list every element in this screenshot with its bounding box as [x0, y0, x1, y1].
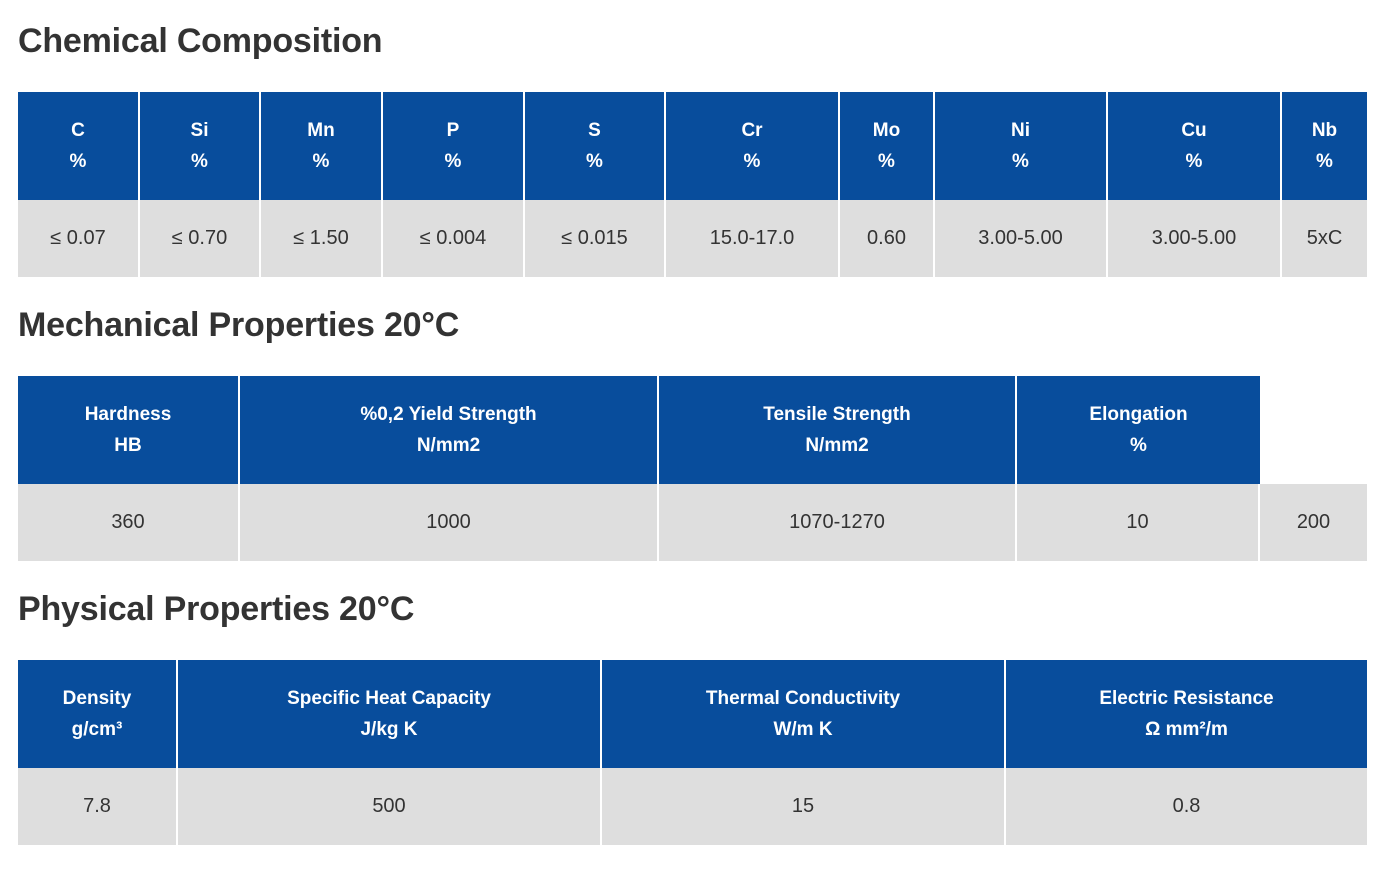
column-header-cr: Cr% [666, 92, 840, 200]
value-cell-s: ≤ 0.015 [525, 200, 666, 277]
physical-properties-table: Density g/cm³ Specific Heat Capacity J/kg … [18, 660, 1367, 845]
mechanical-properties-table: Hardness HB %0,2 Yield Strength N/mm2 Tens… [18, 376, 1367, 561]
column-header-yield-strength: %0,2 Yield Strength N/mm2 [240, 376, 659, 484]
column-header-electric-resistance: Electric Resistance Ω mm²/m [1006, 660, 1367, 768]
table-row: 360 1000 1070-1270 10 200 [18, 484, 1367, 561]
table-row: 7.8 500 15 0.8 [18, 768, 1367, 845]
value-cell-elongation: 10 [1017, 484, 1260, 561]
empty-header-cell [1260, 376, 1367, 484]
table-header-row: C% Si% Mn% P% S% Cr% Mo% Ni% Cu% Nb% [18, 92, 1367, 200]
value-cell-c: ≤ 0.07 [18, 200, 140, 277]
column-header-s: S% [525, 92, 666, 200]
value-cell-extra: 200 [1260, 484, 1367, 561]
table-header-row: Density g/cm³ Specific Heat Capacity J/kg … [18, 660, 1367, 768]
chemical-composition-table: C% Si% Mn% P% S% Cr% Mo% Ni% Cu% Nb% ≤ 0… [18, 92, 1367, 277]
value-cell-si: ≤ 0.70 [140, 200, 261, 277]
column-header-cu: Cu% [1108, 92, 1282, 200]
column-header-hardness: Hardness HB [18, 376, 240, 484]
value-cell-cu: 3.00-5.00 [1108, 200, 1282, 277]
column-header-c: C% [18, 92, 140, 200]
value-cell-mo: 0.60 [840, 200, 935, 277]
value-cell-specific-heat-capacity: 500 [178, 768, 602, 845]
value-cell-thermal-conductivity: 15 [602, 768, 1006, 845]
column-header-mn: Mn% [261, 92, 383, 200]
value-cell-electric-resistance: 0.8 [1006, 768, 1367, 845]
value-cell-p: ≤ 0.004 [383, 200, 525, 277]
column-header-density: Density g/cm³ [18, 660, 178, 768]
value-cell-density: 7.8 [18, 768, 178, 845]
value-cell-cr: 15.0-17.0 [666, 200, 840, 277]
column-header-elongation: Elongation% [1017, 376, 1260, 484]
column-header-thermal-conductivity: Thermal Conductivity W/m K [602, 660, 1006, 768]
column-header-tensile-strength: Tensile Strength N/mm2 [659, 376, 1017, 484]
column-header-si: Si% [140, 92, 261, 200]
table-row: ≤ 0.07 ≤ 0.70 ≤ 1.50 ≤ 0.004 ≤ 0.015 15.… [18, 200, 1367, 277]
physical-properties-title: Physical Properties 20°C [18, 590, 415, 628]
column-header-ni: Ni% [935, 92, 1108, 200]
column-header-p: P% [383, 92, 525, 200]
value-cell-nb: 5xC [1282, 200, 1367, 277]
value-cell-mn: ≤ 1.50 [261, 200, 383, 277]
value-cell-hardness: 360 [18, 484, 240, 561]
column-header-mo: Mo% [840, 92, 935, 200]
mechanical-properties-title: Mechanical Properties 20°C [18, 306, 460, 344]
chemical-composition-title: Chemical Composition [18, 22, 383, 60]
value-cell-tensile-strength: 1070-1270 [659, 484, 1017, 561]
column-header-specific-heat-capacity: Specific Heat Capacity J/kg K [178, 660, 602, 768]
value-cell-yield-strength: 1000 [240, 484, 659, 561]
column-header-nb: Nb% [1282, 92, 1367, 200]
value-cell-ni: 3.00-5.00 [935, 200, 1108, 277]
table-header-row: Hardness HB %0,2 Yield Strength N/mm2 Tens… [18, 376, 1367, 484]
